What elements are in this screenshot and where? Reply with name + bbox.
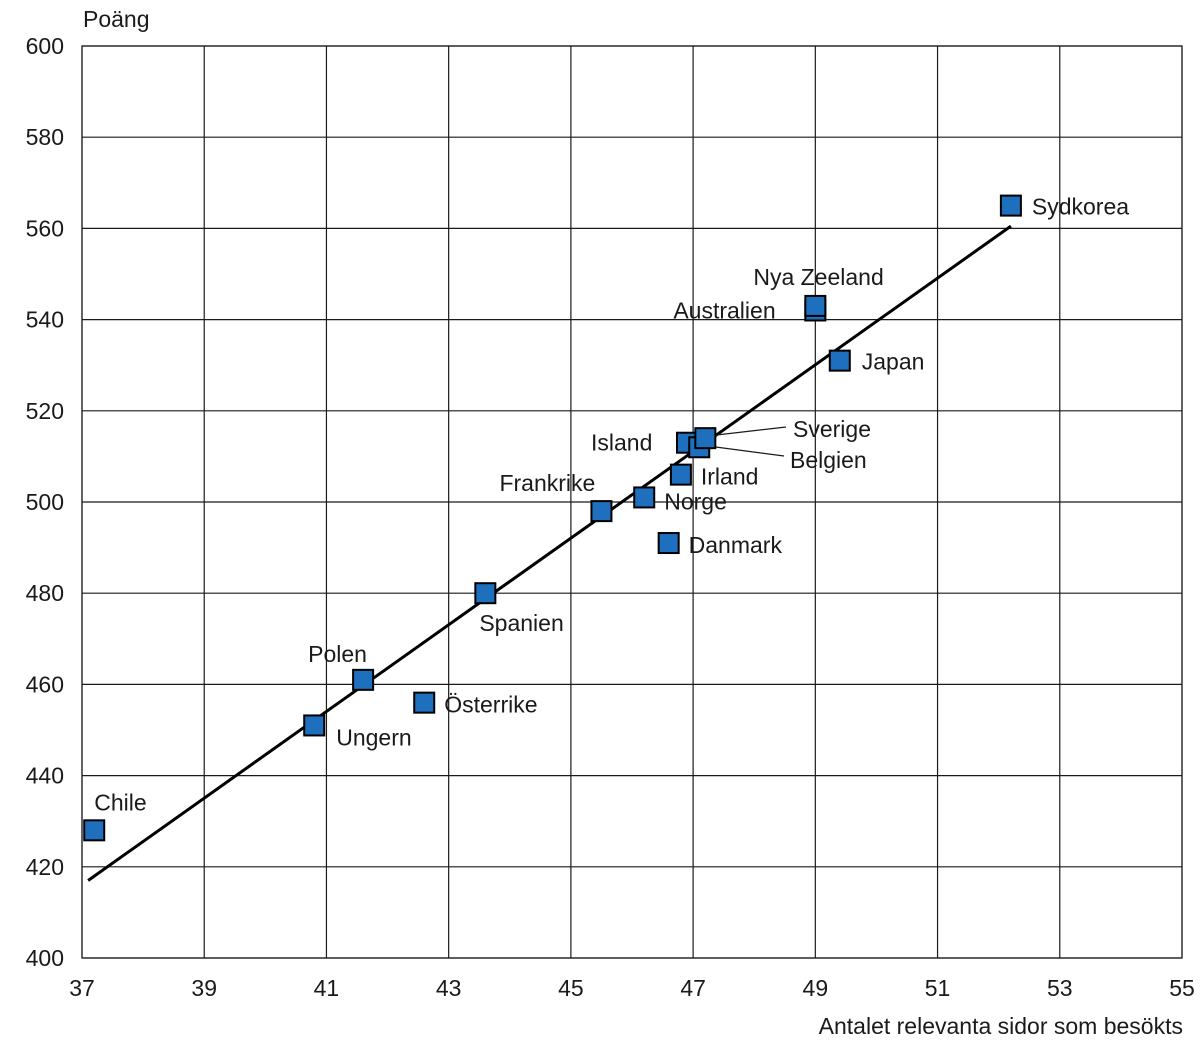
marker-danmark — [657, 532, 680, 555]
point-label: Belgien — [790, 447, 867, 473]
y-tick-label: 520 — [26, 398, 64, 424]
y-tick-label: 440 — [26, 763, 64, 789]
y-tick-label: 420 — [26, 854, 64, 880]
grid-lines — [81, 45, 1183, 959]
x-axis-title: Antalet relevanta sidor som besökts — [819, 1013, 1183, 1039]
marker-chile — [83, 819, 106, 842]
point-label: Sverige — [793, 416, 871, 442]
x-tick-label: 55 — [1169, 975, 1195, 1001]
marker-sydkorea — [999, 194, 1022, 217]
leader-line — [707, 445, 785, 457]
point-label: Österrike — [444, 692, 537, 718]
x-tick-label: 41 — [314, 975, 340, 1001]
leader-lines — [707, 426, 787, 457]
y-tick-label: 600 — [26, 33, 64, 59]
point-label: Spanien — [479, 610, 563, 636]
y-tick-label: 480 — [26, 580, 64, 606]
leader-line — [707, 426, 787, 437]
x-tick-label: 45 — [558, 975, 584, 1001]
y-axis-ticks: 400 420 440 460 480 500 520 540 560 580 600 — [26, 33, 64, 971]
marker-sverige — [694, 427, 717, 450]
y-tick-label: 580 — [26, 124, 64, 150]
trend-line — [87, 224, 1012, 882]
x-tick-label: 51 — [925, 975, 951, 1001]
x-tick-label: 49 — [803, 975, 829, 1001]
point-label: Island — [591, 430, 652, 456]
x-tick-label: 53 — [1047, 975, 1073, 1001]
x-tick-label: 43 — [436, 975, 462, 1001]
marker-ungern — [303, 714, 326, 737]
point-label: Nya Zeeland — [753, 264, 883, 290]
y-tick-label: 560 — [26, 215, 64, 241]
y-tick-label: 500 — [26, 489, 64, 515]
marker-polen — [352, 668, 375, 691]
point-label: Danmark — [689, 532, 783, 558]
marker-irland — [669, 463, 692, 486]
y-axis-title: Poäng — [83, 6, 150, 32]
x-tick-label: 47 — [680, 975, 706, 1001]
plot-frame — [81, 45, 1183, 959]
y-tick-label: 400 — [26, 945, 64, 971]
y-tick-label: 460 — [26, 671, 64, 697]
marker-norge — [633, 486, 656, 509]
point-label: Polen — [308, 641, 367, 667]
point-label: Ungern — [336, 724, 411, 750]
x-tick-label: 39 — [191, 975, 217, 1001]
marker-nya-zeeland — [804, 294, 827, 317]
x-axis-ticks: 37 39 41 43 45 47 49 51 53 55 — [69, 975, 1195, 1001]
marker-frankrike — [590, 500, 613, 523]
point-label: Frankrike — [499, 470, 595, 496]
point-label: Chile — [94, 789, 146, 815]
point-label: Norge — [664, 488, 727, 514]
point-label: Irland — [701, 464, 759, 490]
y-tick-label: 540 — [26, 307, 64, 333]
point-labels: Chile Ungern Polen Österrike Spanien Frankrik… — [94, 194, 1129, 816]
marker-spanien — [474, 582, 497, 605]
marker-japan — [828, 349, 851, 372]
point-label: Australien — [673, 297, 775, 323]
x-tick-label: 37 — [69, 975, 95, 1001]
marker-österrike — [413, 691, 436, 714]
point-label: Japan — [862, 349, 925, 375]
data-markers — [83, 194, 1022, 842]
point-label: Sydkorea — [1032, 194, 1129, 220]
